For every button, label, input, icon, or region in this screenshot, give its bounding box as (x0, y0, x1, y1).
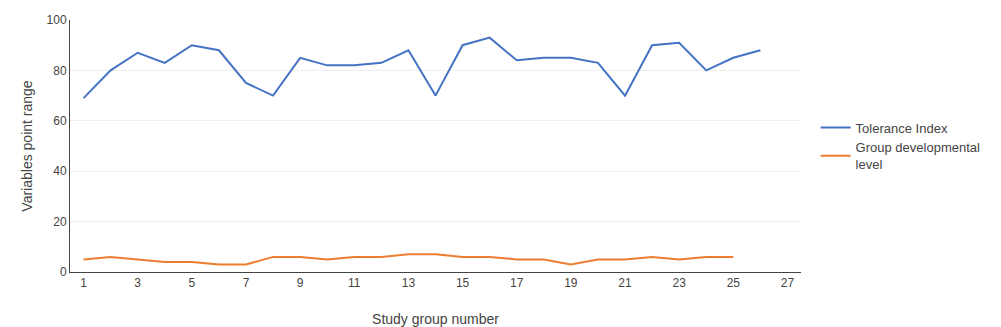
svg-text:7: 7 (243, 276, 250, 290)
svg-text:21: 21 (618, 276, 632, 290)
svg-text:Variables point range: Variables point range (19, 80, 35, 211)
svg-text:Group developmentallevel: Group developmentallevel (856, 140, 980, 172)
svg-text:17: 17 (510, 276, 524, 290)
svg-text:Study group number: Study group number (372, 311, 499, 327)
svg-text:80: 80 (53, 64, 67, 78)
svg-text:20: 20 (53, 215, 67, 229)
svg-text:13: 13 (402, 276, 416, 290)
svg-text:19: 19 (564, 276, 578, 290)
svg-text:60: 60 (53, 114, 67, 128)
svg-text:100: 100 (47, 13, 67, 27)
svg-text:27: 27 (781, 276, 795, 290)
svg-text:40: 40 (53, 164, 67, 178)
svg-text:11: 11 (348, 276, 361, 290)
svg-text:3: 3 (134, 276, 141, 290)
svg-text:15: 15 (456, 276, 470, 290)
svg-text:5: 5 (188, 276, 195, 290)
svg-text:23: 23 (672, 276, 686, 290)
svg-text:25: 25 (727, 276, 741, 290)
svg-text:9: 9 (297, 276, 304, 290)
svg-text:0: 0 (60, 265, 67, 279)
svg-text:1: 1 (80, 276, 87, 290)
svg-text:Tolerance Index: Tolerance Index (856, 121, 948, 136)
